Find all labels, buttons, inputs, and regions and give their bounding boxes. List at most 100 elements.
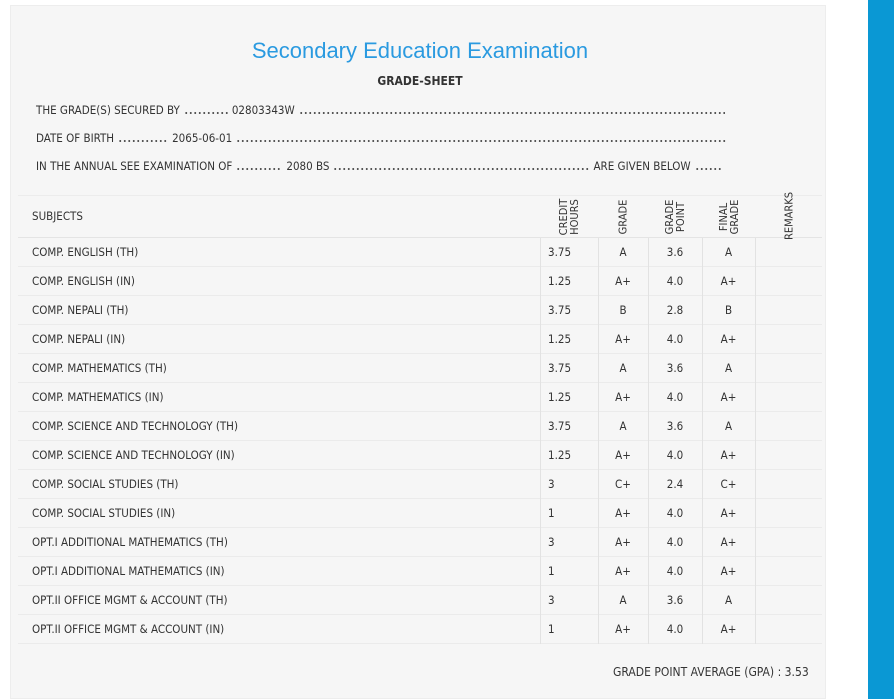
cell-border bbox=[755, 441, 756, 470]
leader bbox=[333, 168, 590, 170]
cell-border bbox=[648, 238, 649, 267]
table-row bbox=[18, 354, 822, 383]
grade-cell: A+ bbox=[720, 535, 737, 549]
subject: COMP. SOCIAL STUDIES (TH) bbox=[32, 477, 179, 491]
table-row bbox=[18, 586, 822, 615]
cell-border bbox=[540, 557, 541, 586]
info-line: DATE OF BIRTH 2065-06-01 bbox=[36, 131, 730, 145]
cell-border bbox=[648, 499, 649, 528]
cell-border bbox=[702, 470, 703, 499]
column-header: REMARKS bbox=[782, 191, 795, 240]
grade-cell: 2.8 bbox=[666, 303, 684, 317]
grade-cell: A bbox=[619, 245, 627, 259]
info-label: THE GRADE(S) SECURED BY bbox=[36, 103, 180, 117]
grade-cell: B bbox=[724, 303, 733, 317]
grade-cell: 4.0 bbox=[666, 535, 684, 549]
grade-cell: A+ bbox=[720, 506, 737, 520]
table-row bbox=[18, 325, 822, 354]
grade-cell: A+ bbox=[720, 390, 737, 404]
cell-border bbox=[702, 325, 703, 354]
cell-border bbox=[648, 296, 649, 325]
cell-border bbox=[648, 325, 649, 354]
panel bbox=[10, 5, 826, 699]
grade-cell: 4.0 bbox=[666, 622, 684, 636]
cell-border bbox=[702, 412, 703, 441]
side-bar bbox=[868, 0, 894, 699]
cell-border bbox=[702, 557, 703, 586]
info-value: 2065-06-01 bbox=[172, 131, 233, 145]
grade-cell: A bbox=[619, 361, 627, 375]
subject: COMP. ENGLISH (IN) bbox=[32, 274, 135, 288]
grade-cell: A bbox=[724, 361, 733, 375]
table-row bbox=[18, 499, 822, 528]
header-row bbox=[18, 195, 822, 238]
cell-border bbox=[598, 557, 599, 586]
cell-border bbox=[540, 470, 541, 499]
info-value: 2080 BS bbox=[286, 159, 330, 173]
subject: OPT.I ADDITIONAL MATHEMATICS (IN) bbox=[32, 564, 225, 578]
cell-border bbox=[540, 383, 541, 412]
grade-cell: 3.6 bbox=[666, 593, 684, 607]
cell-border bbox=[648, 615, 649, 644]
leader bbox=[694, 168, 723, 170]
cell-border bbox=[755, 296, 756, 325]
credit-hours: 1 bbox=[548, 622, 555, 636]
credit-hours: 3.75 bbox=[548, 303, 572, 317]
cell-border bbox=[755, 267, 756, 296]
grade-cell: A+ bbox=[615, 564, 631, 578]
credit-hours: 1 bbox=[548, 564, 555, 578]
cell-border bbox=[598, 499, 599, 528]
leader bbox=[236, 168, 283, 170]
cell-border bbox=[540, 586, 541, 615]
column-header: GRADE POINT bbox=[663, 199, 687, 235]
cell-border bbox=[755, 354, 756, 383]
grade-cell: A+ bbox=[720, 622, 737, 636]
grade-cell: A bbox=[724, 593, 733, 607]
cell-border bbox=[598, 412, 599, 441]
leader bbox=[236, 140, 727, 142]
cell-border bbox=[598, 528, 599, 557]
cell-border bbox=[755, 470, 756, 499]
cell-border bbox=[702, 267, 703, 296]
info-label: DATE OF BIRTH bbox=[36, 131, 115, 145]
grade-cell: 4.0 bbox=[666, 332, 684, 346]
info-value: 02803343W bbox=[231, 103, 295, 117]
cell-border bbox=[598, 267, 599, 296]
grade-cell: C+ bbox=[720, 477, 737, 491]
grade-cell: 4.0 bbox=[666, 448, 684, 462]
grade-cell: 4.0 bbox=[666, 564, 684, 578]
grade-cell: A+ bbox=[720, 448, 737, 462]
subject: COMP. NEPALI (TH) bbox=[32, 303, 129, 317]
credit-hours: 3 bbox=[548, 593, 555, 607]
credit-hours: 3.75 bbox=[548, 361, 572, 375]
cell-border bbox=[540, 499, 541, 528]
grade-cell: B bbox=[619, 303, 627, 317]
cell-border bbox=[598, 296, 599, 325]
table-row bbox=[18, 615, 822, 644]
column-header: CREDIT HOURS bbox=[557, 198, 581, 236]
cell-border bbox=[702, 615, 703, 644]
cell-border bbox=[598, 470, 599, 499]
table-row bbox=[18, 238, 822, 267]
cell-border bbox=[702, 296, 703, 325]
grade-cell: 3.6 bbox=[666, 419, 684, 433]
cell-border bbox=[648, 586, 649, 615]
grade-cell: A+ bbox=[615, 274, 631, 288]
cell-border bbox=[598, 615, 599, 644]
subject: COMP. MATHEMATICS (TH) bbox=[32, 361, 167, 375]
column-header: FINAL GRADE bbox=[716, 199, 741, 235]
subject: OPT.II OFFICE MGMT & ACCOUNT (TH) bbox=[32, 593, 228, 607]
credit-hours: 1.25 bbox=[548, 448, 572, 462]
title: Secondary Education Examination bbox=[251, 38, 589, 63]
cell-border bbox=[648, 528, 649, 557]
table-row bbox=[18, 470, 822, 499]
table-row bbox=[18, 412, 822, 441]
info-line: THE GRADE(S) SECURED BY 02803343W bbox=[36, 103, 729, 117]
cell-border bbox=[598, 325, 599, 354]
cell-border bbox=[755, 615, 756, 644]
cell-border bbox=[702, 499, 703, 528]
grade-cell: A bbox=[619, 419, 627, 433]
grade-cell: A+ bbox=[720, 274, 737, 288]
cell-border bbox=[540, 267, 541, 296]
